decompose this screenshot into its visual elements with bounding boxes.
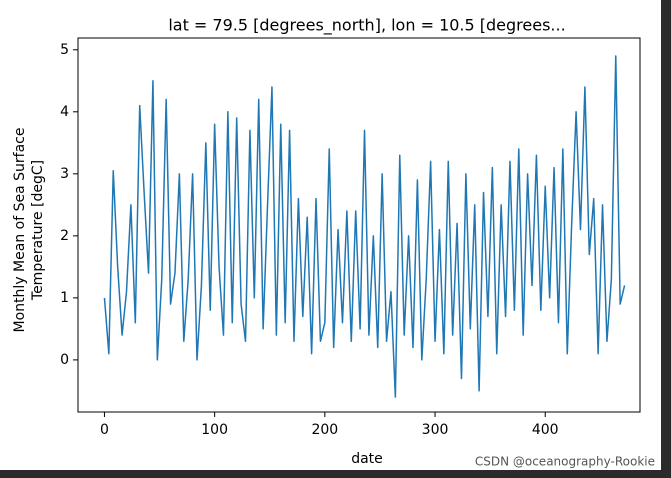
y-axis-label: Monthly Mean of Sea Surface xyxy=(12,128,28,333)
y-tick-label: 3 xyxy=(60,166,69,182)
y-tick-label: 4 xyxy=(60,104,69,120)
watermark: CSDN @oceanography-Rookie xyxy=(475,455,655,469)
x-tick-label: 100 xyxy=(201,422,228,438)
x-tick-label: 300 xyxy=(422,422,449,438)
y-tick-label: 2 xyxy=(60,228,69,244)
x-tick-label: 0 xyxy=(100,422,109,438)
x-axis-label: date xyxy=(351,451,383,467)
y-tick-label: 5 xyxy=(60,42,69,58)
x-tick-label: 400 xyxy=(532,422,559,438)
data-line xyxy=(103,55,626,398)
x-tick-label: 200 xyxy=(311,422,338,438)
y-tick-label: 1 xyxy=(60,290,69,306)
y-axis-label: Temperature [degC] xyxy=(30,160,46,301)
plot-frame xyxy=(77,37,641,413)
y-tick-label: 0 xyxy=(60,352,69,368)
chart-title: lat = 79.5 [degrees_north], lon = 10.5 [… xyxy=(168,16,565,36)
